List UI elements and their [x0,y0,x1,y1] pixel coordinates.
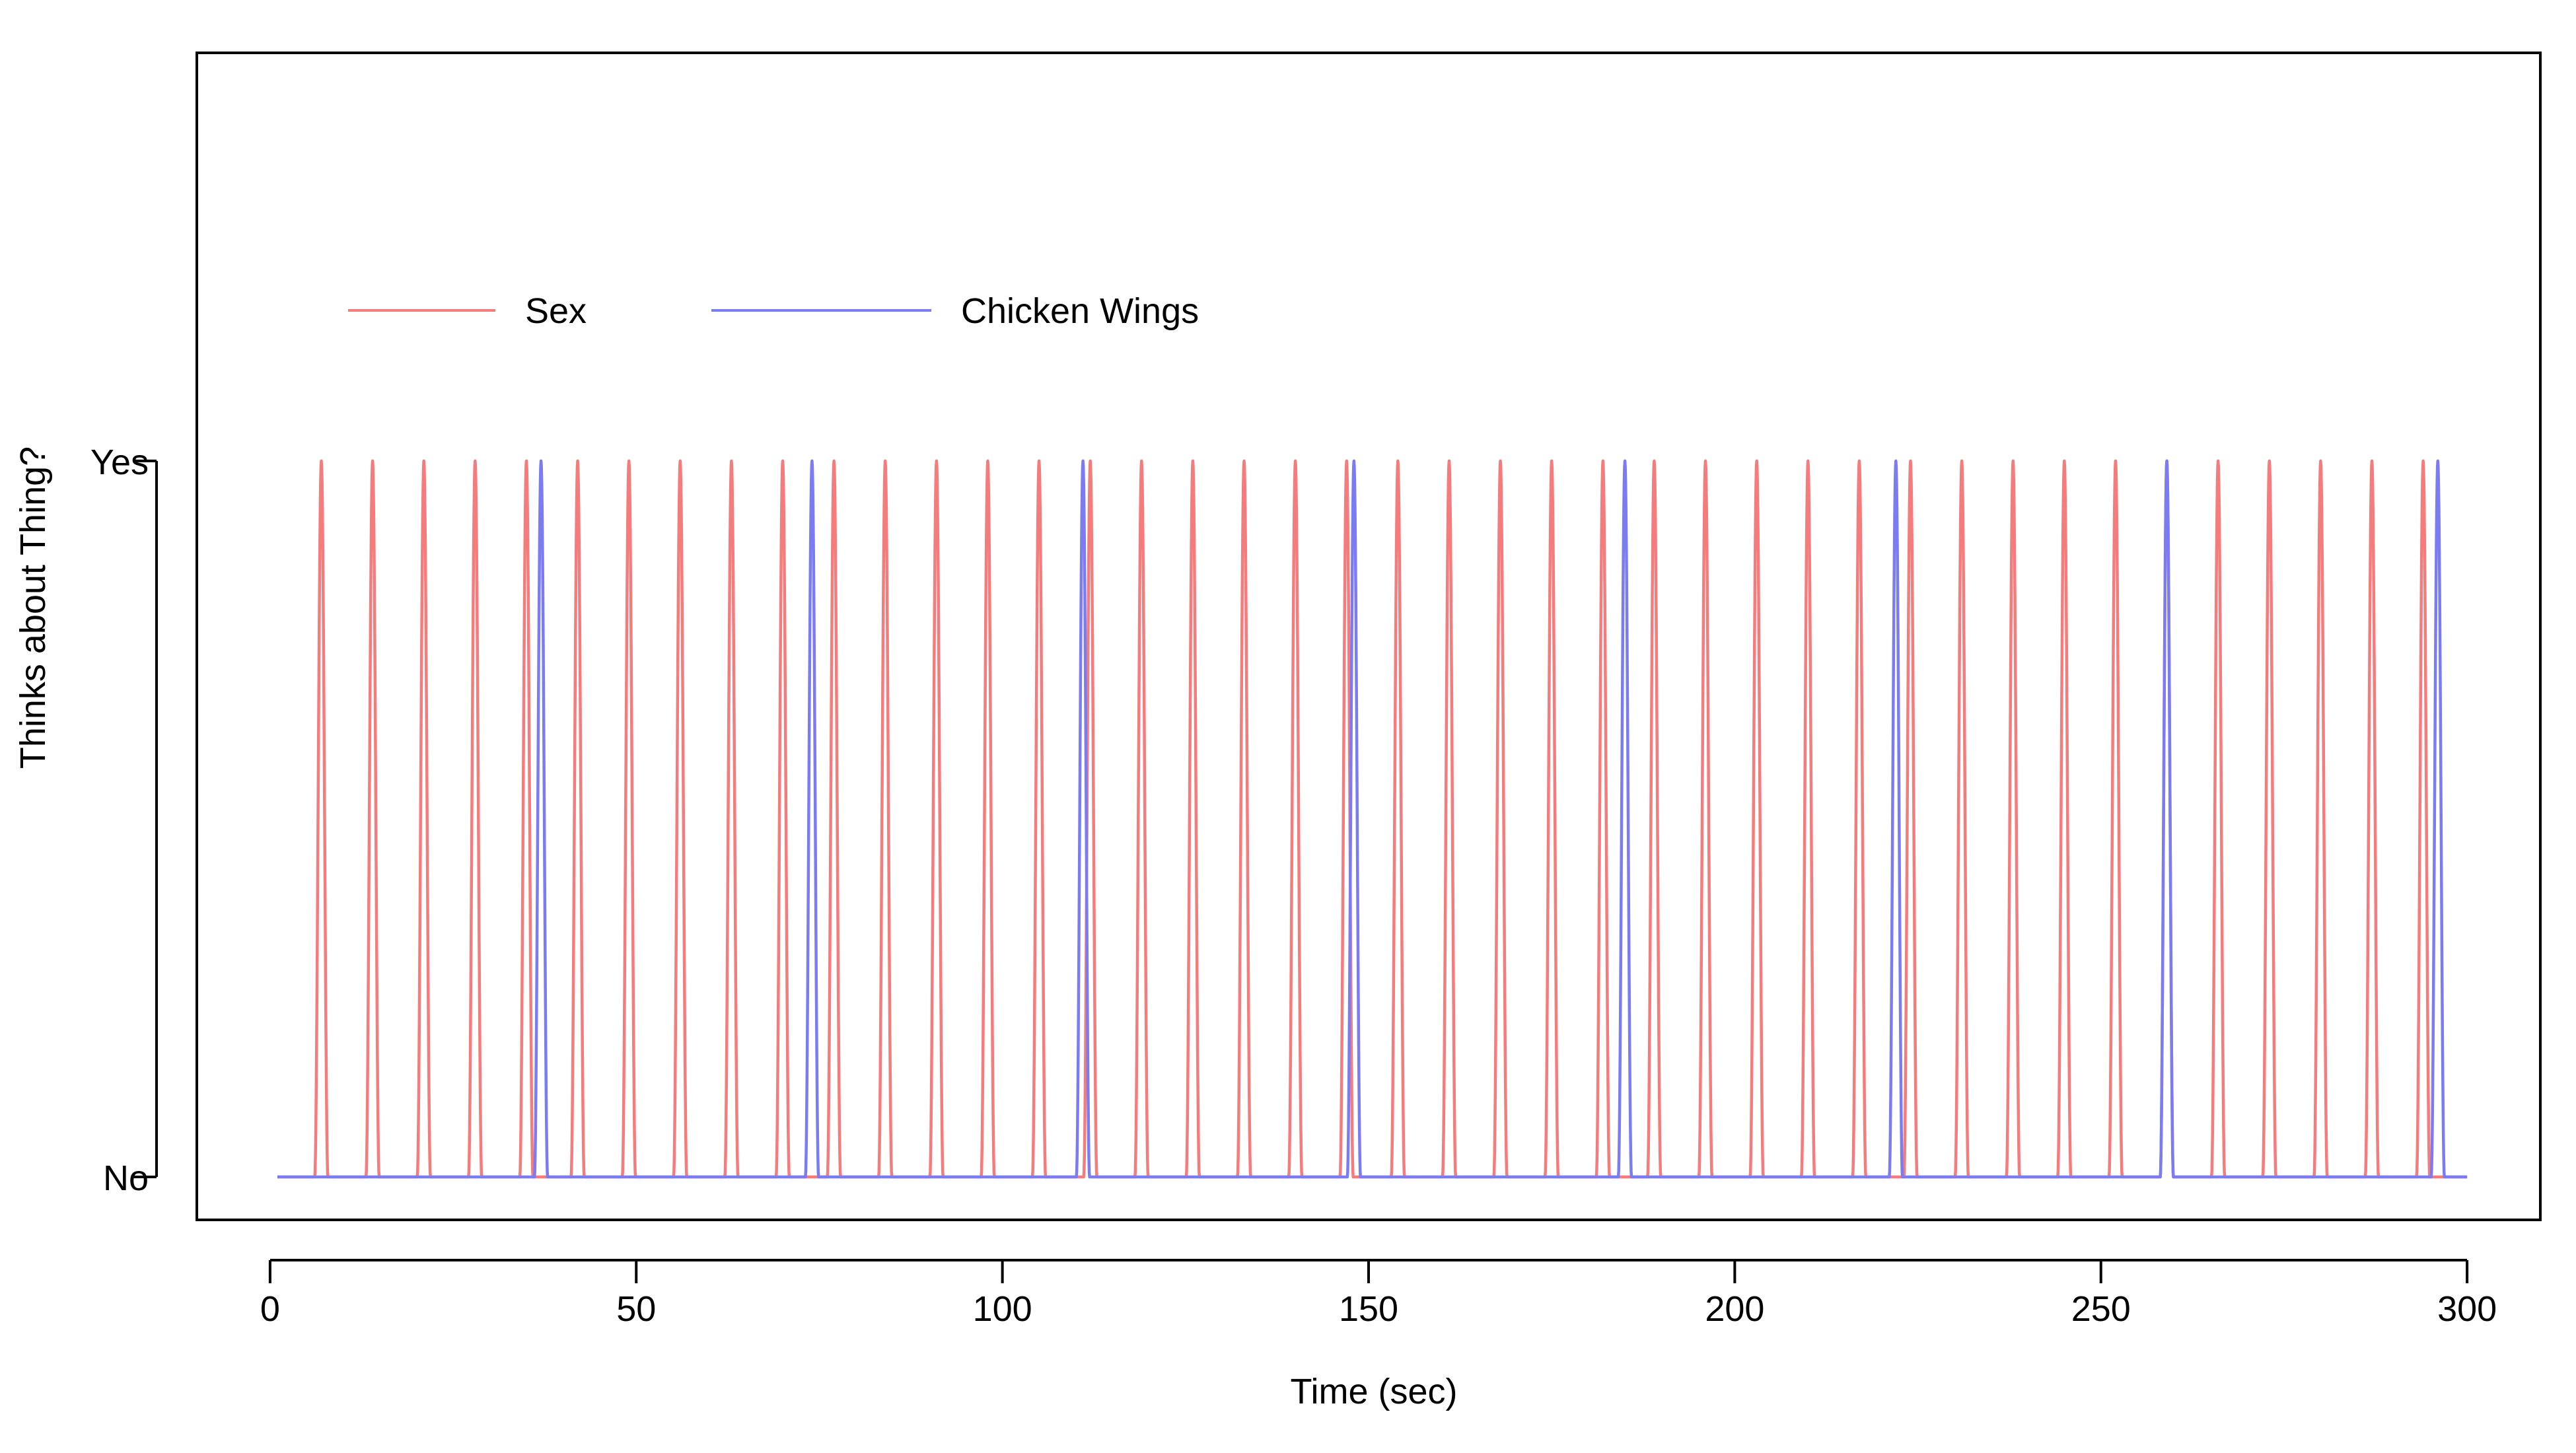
legend: Sex Chicken Wings [348,291,1199,331]
y-axis: No Yes [90,443,158,1198]
x-axis: 0 50 100 150 200 250 300 [260,1259,2497,1329]
series-line-chicken-wings [276,459,2468,1179]
x-tick-label: 50 [616,1289,656,1329]
x-tick-label: 100 [973,1289,1032,1329]
y-tick-label: No [103,1158,149,1198]
y-tick-label: Yes [90,443,149,482]
x-tick-label: 200 [1705,1289,1764,1329]
x-tick-label: 300 [2437,1289,2497,1329]
series-line-sex [276,459,2468,1179]
y-axis-title: Thinks about Thing? [13,446,53,769]
legend-label-chicken-wings: Chicken Wings [961,291,1199,331]
legend-label-sex: Sex [525,291,587,331]
x-axis-title: Time (sec) [1291,1372,1458,1411]
plot-frame [196,52,2542,1221]
x-tick-label: 0 [260,1289,280,1329]
x-tick-label: 250 [2071,1289,2131,1329]
x-tick-label: 150 [1339,1289,1398,1329]
series-lines [276,459,2468,1179]
